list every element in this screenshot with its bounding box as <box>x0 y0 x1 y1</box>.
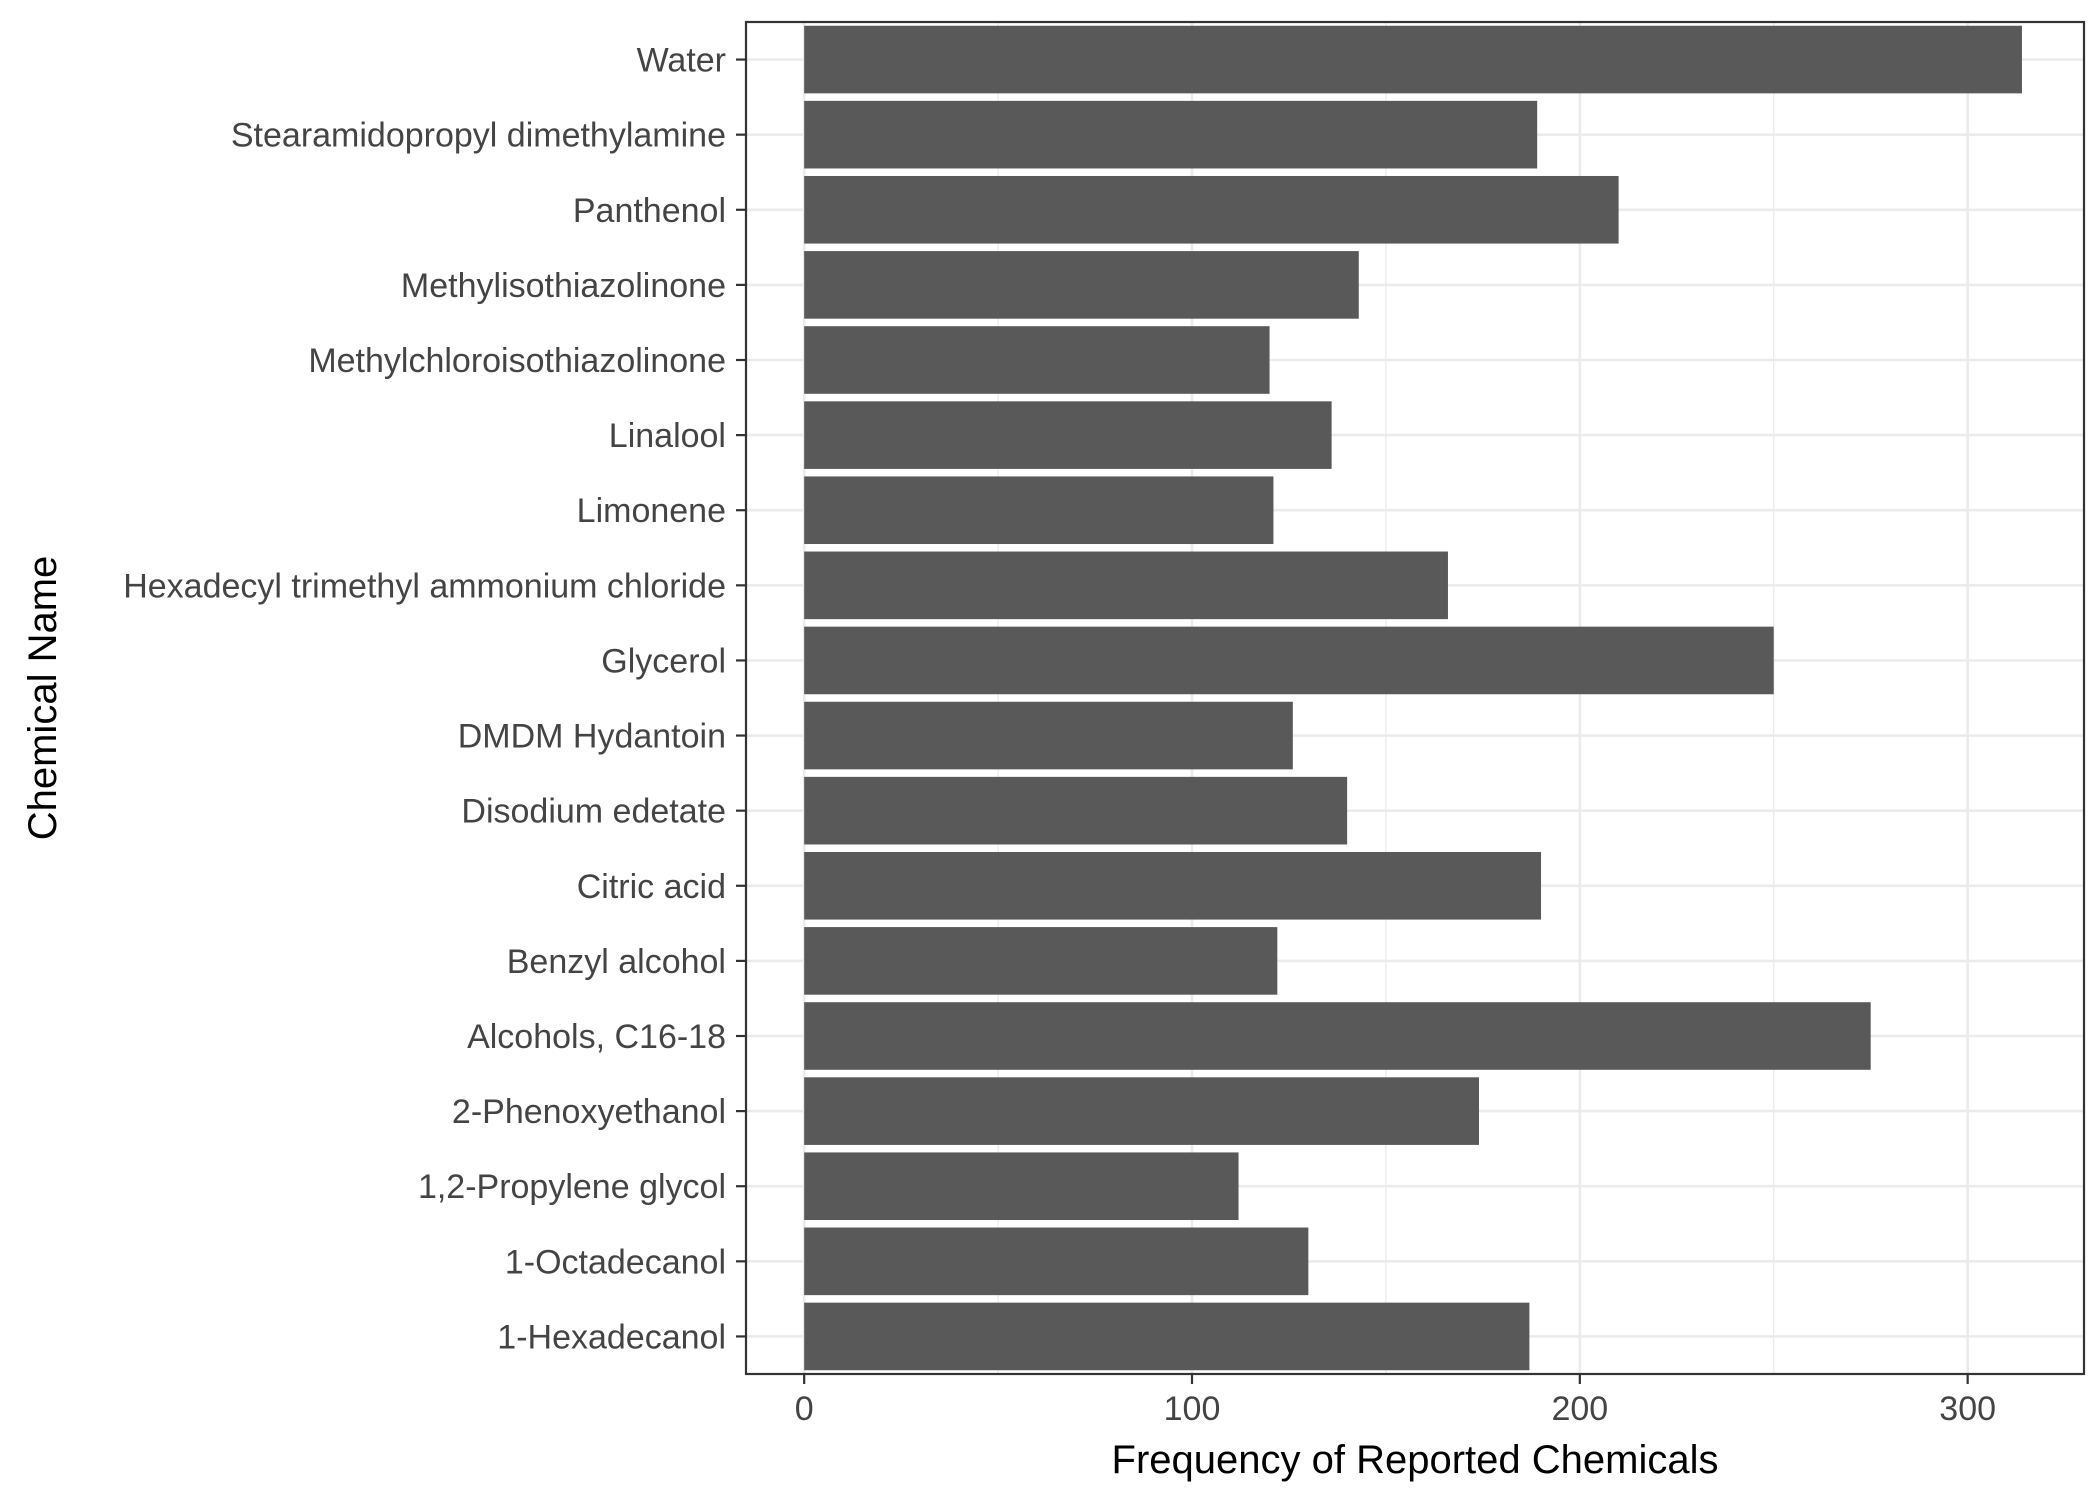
bar <box>804 100 1538 169</box>
x-axis-title: Frequency of Reported Chemicals <box>1112 1438 1719 1482</box>
x-tick-label: 0 <box>795 1390 814 1428</box>
y-tick-label: Methylchloroisothiazolinone <box>308 342 726 380</box>
bar <box>804 1002 1871 1070</box>
y-tick-label: Methylisothiazolinone <box>401 267 726 305</box>
y-axis-title: Chemical Name <box>21 556 65 841</box>
y-tick-label: Disodium edetate <box>461 793 726 831</box>
bar <box>804 1227 1309 1296</box>
y-tick-label: Panthenol <box>573 192 726 230</box>
y-tick-label: Citric acid <box>577 868 726 906</box>
y-axis: Water Stearamidopropyl dimethylamine Panth… <box>123 42 746 1356</box>
y-tick-label: Linalool <box>609 417 726 455</box>
x-tick-label: 300 <box>1939 1390 1996 1428</box>
y-tick-label: Alcohols, C16-18 <box>467 1018 726 1056</box>
bar <box>804 251 1359 319</box>
bar <box>804 1077 1479 1145</box>
y-tick-label: Benzyl alcohol <box>507 943 726 981</box>
bar <box>804 476 1274 545</box>
bar <box>804 927 1278 995</box>
bar <box>804 401 1332 469</box>
bar <box>804 776 1348 845</box>
y-tick-label: 1-Hexadecanol <box>497 1318 726 1356</box>
panel-border <box>744 20 2086 1376</box>
bar <box>804 326 1270 394</box>
y-tick-label: 2-Phenoxyethanol <box>452 1093 726 1131</box>
bar <box>804 25 2022 94</box>
y-tick-label: Limonene <box>577 492 726 530</box>
bar <box>804 1152 1239 1221</box>
bar <box>804 551 1448 620</box>
bar <box>804 1302 1530 1371</box>
y-tick-label: Stearamidopropyl dimethylamine <box>231 117 726 155</box>
y-tick-label: 1,2-Propylene glycol <box>418 1168 726 1206</box>
y-tick-label: 1-Octadecanol <box>505 1243 726 1281</box>
bar <box>804 701 1293 770</box>
x-axis: 0 100 200 300 <box>795 1374 1996 1428</box>
x-tick-label: 200 <box>1551 1390 1608 1428</box>
bars <box>804 25 2022 1371</box>
y-tick-label: Water <box>637 42 726 80</box>
bar <box>804 626 1774 695</box>
panel-background <box>746 22 2084 1374</box>
x-tick-label: 100 <box>1164 1390 1221 1428</box>
bar <box>804 175 1619 244</box>
bar <box>804 851 1542 920</box>
y-tick-label: Glycerol <box>601 642 726 680</box>
y-tick-label: DMDM Hydantoin <box>458 718 726 756</box>
y-tick-label: Hexadecyl trimethyl ammonium chloride <box>123 567 726 605</box>
